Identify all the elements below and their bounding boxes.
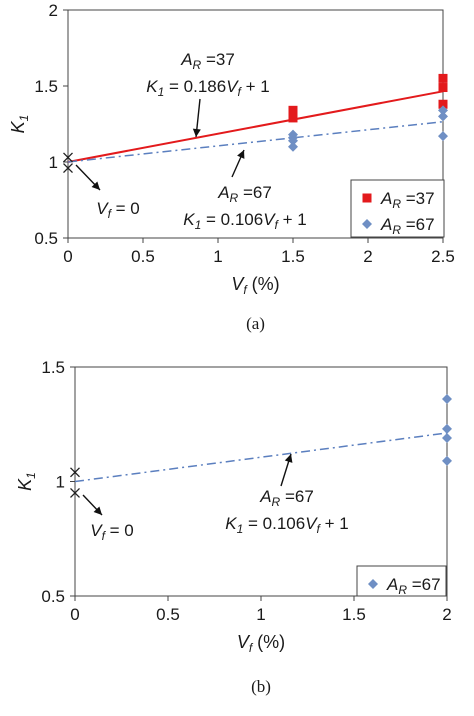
- x-tick-label: 1: [213, 247, 222, 266]
- y-tick-label: 1.5: [41, 358, 65, 377]
- annotation-label: AR​ =67: [217, 183, 272, 205]
- annotation-arrow: [280, 453, 293, 487]
- x-axis-label: Vf​ (%): [237, 632, 285, 655]
- legend-entry: AR​ =67: [380, 215, 435, 237]
- legend-entry: AR​ =37: [380, 189, 435, 211]
- legend: AR​ =67: [356, 565, 447, 597]
- annotation-arrow: [82, 494, 103, 516]
- annotation-label: AR​ =37: [180, 50, 235, 72]
- data-point: [442, 432, 452, 443]
- zero-point: [63, 152, 73, 163]
- chart-panel-a: 0 0.5 1 1.5 2 2.5 0.5 1 1.5 2 Vf​ (%) K1​ AR​ =37 K1​…: [8, 1, 455, 333]
- data-point: [288, 108, 298, 118]
- annotation-equation: K1​ = 0.186Vf​ + 1: [146, 77, 269, 99]
- x-tick-label: 1.5: [342, 605, 366, 624]
- annotation-arrow: [192, 98, 201, 138]
- data-point: [288, 113, 298, 123]
- annotation-arrow: [231, 149, 245, 178]
- y-tick-label: 1: [56, 473, 65, 492]
- x-tick-label: 2.5: [431, 247, 455, 266]
- x-tick-label: 0: [70, 605, 79, 624]
- annotation-equation: K1​ = 0.106Vf​ + 1: [183, 210, 306, 232]
- legend: AR​ =37 AR​ =67: [350, 179, 445, 238]
- data-point: [438, 111, 448, 122]
- zero-point: [70, 487, 80, 498]
- fit-line: [74, 432, 448, 483]
- x-tick-label: 0: [63, 247, 72, 266]
- zero-point: [63, 163, 73, 174]
- plot-frame: [74, 366, 448, 597]
- y-axis-label: K1​: [15, 472, 38, 491]
- y-axis-label: K1​: [8, 115, 31, 134]
- legend-marker: [362, 219, 372, 229]
- annotation-label: Vf​ = 0: [96, 199, 140, 221]
- annotation-label: Vf​ = 0: [90, 521, 134, 543]
- data-point: [438, 99, 448, 109]
- y-tick-label: 1: [49, 153, 58, 172]
- x-tick-label: 1.5: [281, 247, 305, 266]
- data-point: [442, 455, 452, 466]
- data-point: [438, 73, 448, 83]
- data-point: [288, 141, 298, 152]
- legend-entry: AR​ =67: [386, 575, 441, 597]
- chart-panel-b: 0 0.5 1 1.5 2 0.5 1 1.5 Vf​ (%) K1​ AR​ =67 K1​ = 0…: [15, 358, 452, 696]
- zero-point: [70, 467, 80, 478]
- legend-marker: [362, 193, 372, 203]
- panel-caption: (a): [246, 314, 265, 333]
- y-tick-label: 2: [49, 1, 58, 20]
- data-point: [442, 394, 452, 405]
- fit-line: [67, 120, 444, 163]
- data-point: [442, 423, 452, 434]
- annotation-label: AR​ =67: [259, 487, 314, 509]
- data-point: [438, 83, 448, 93]
- y-tick-label: 0.5: [34, 229, 58, 248]
- x-tick-label: 1: [256, 605, 265, 624]
- data-point: [288, 135, 298, 146]
- x-axis-label: Vf​ (%): [231, 274, 279, 297]
- annotation-equation: K1​ = 0.106Vf​ + 1: [225, 514, 348, 536]
- x-tick-label: 0.5: [156, 605, 180, 624]
- data-point: [438, 131, 448, 142]
- data-point: [438, 105, 448, 116]
- panel-caption: (b): [251, 677, 271, 696]
- legend-marker: [368, 579, 378, 589]
- fit-line: [67, 90, 444, 163]
- x-tick-label: 2: [442, 605, 451, 624]
- x-tick-label: 2: [363, 247, 372, 266]
- y-tick-label: 0.5: [41, 587, 65, 606]
- y-tick-label: 1.5: [34, 77, 58, 96]
- plot-frame: [67, 9, 444, 239]
- x-tick-label: 0.5: [131, 247, 155, 266]
- annotation-arrow: [75, 164, 101, 191]
